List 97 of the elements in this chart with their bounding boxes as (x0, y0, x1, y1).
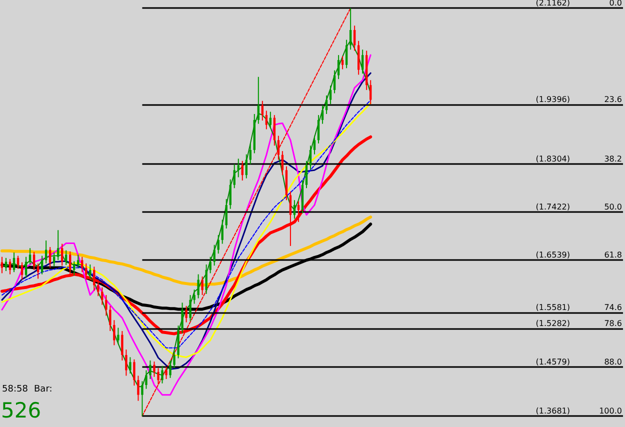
candlestick (201, 276, 204, 296)
candlestick (141, 380, 144, 417)
annotation: 50.0 (604, 202, 622, 212)
candlestick (241, 160, 244, 182)
candlestick (36, 262, 40, 280)
candlestick (217, 234, 220, 254)
candlestick (12, 252, 16, 273)
ref-line-label: (1.5581) (536, 302, 570, 312)
candlestick (56, 230, 60, 261)
candlestick (337, 54, 340, 80)
candlestick (189, 294, 192, 322)
candlestick (185, 305, 188, 323)
candlestick (16, 255, 20, 270)
ref-line-label: (1.6539) (536, 250, 570, 260)
candlestick (225, 198, 228, 229)
candlestick (145, 370, 148, 390)
candlestick (237, 158, 240, 178)
candlestick (157, 368, 160, 385)
candlestick (24, 256, 28, 278)
candlestick (213, 244, 216, 266)
candlestick (293, 200, 296, 220)
ref-line-label: (1.5282) (536, 319, 570, 328)
annotation: 100.0 (599, 406, 622, 416)
candlestick (269, 111, 272, 129)
candlestick (113, 320, 116, 346)
candlestick (229, 178, 232, 210)
annotation: 74.6 (604, 302, 622, 312)
candlestick (193, 289, 196, 304)
candlestick (161, 365, 164, 384)
ref-line-label: (1.9396) (536, 94, 570, 104)
candlestick (28, 248, 32, 265)
candlestick (133, 358, 136, 386)
annotation: 0.0 (609, 0, 622, 8)
candlestick (297, 200, 300, 222)
candlestick (345, 39, 348, 69)
candlestick (32, 251, 36, 270)
candlestick (121, 330, 124, 361)
annotation: 88.0 (604, 358, 622, 367)
candlestick (125, 349, 128, 376)
candlestick (48, 246, 52, 268)
candlestick (249, 142, 252, 165)
candlestick (265, 110, 268, 130)
candlestick (349, 8, 352, 50)
candlestick (97, 279, 100, 297)
annotation: Bar: (34, 384, 52, 394)
annotation: 23.6 (604, 94, 622, 104)
candlestick (149, 360, 152, 380)
annotation: 526 (1, 398, 42, 422)
ref-line-label: (1.3681) (536, 406, 570, 416)
candlestick (52, 252, 56, 268)
candlestick (73, 260, 76, 276)
candlestick (40, 255, 44, 275)
candlestick (165, 366, 168, 380)
candlestick (153, 361, 156, 378)
candlestick (321, 104, 324, 124)
candlestick (109, 305, 112, 332)
candlestick (205, 264, 208, 294)
candlestick (173, 350, 176, 369)
candlestick (137, 375, 140, 402)
candlestick (305, 160, 308, 189)
candlestick (169, 360, 172, 378)
ref-line-label: (1.8304) (536, 154, 570, 164)
candlestick (209, 256, 212, 274)
candlestick (369, 80, 372, 105)
candlestick (197, 274, 200, 299)
candlestick (85, 262, 88, 280)
candlestick (341, 56, 344, 70)
ref-line-label: (1.7422) (536, 202, 570, 212)
candlestick (4, 257, 8, 272)
candlestick (233, 164, 236, 189)
candlestick (289, 190, 292, 246)
candlestick (81, 256, 84, 273)
candlestick (313, 135, 316, 155)
candlestick (117, 327, 120, 345)
candlestick (105, 294, 108, 316)
candlestick (129, 356, 132, 374)
candlestick (353, 25, 356, 52)
candlestick (69, 250, 72, 275)
candlestick (20, 262, 24, 280)
annotation: 58:58 (2, 384, 28, 394)
candlestick (329, 85, 332, 105)
candlestick (0, 256, 4, 274)
candlestick (181, 302, 184, 334)
candlestick (277, 135, 280, 160)
candlestick (89, 264, 92, 280)
annotation: 61.8 (604, 250, 622, 260)
candlestick (101, 286, 104, 306)
ref-line-label: (1.4579) (536, 358, 570, 367)
candlestick (61, 243, 64, 266)
annotation: 78.6 (604, 319, 622, 328)
candlestick (361, 49, 364, 74)
candlestick (77, 254, 80, 268)
candlestick (221, 219, 224, 244)
candlestick (65, 250, 68, 266)
candlestick (93, 266, 96, 292)
candlestick (317, 114, 320, 144)
annotation: 38.2 (604, 154, 622, 164)
